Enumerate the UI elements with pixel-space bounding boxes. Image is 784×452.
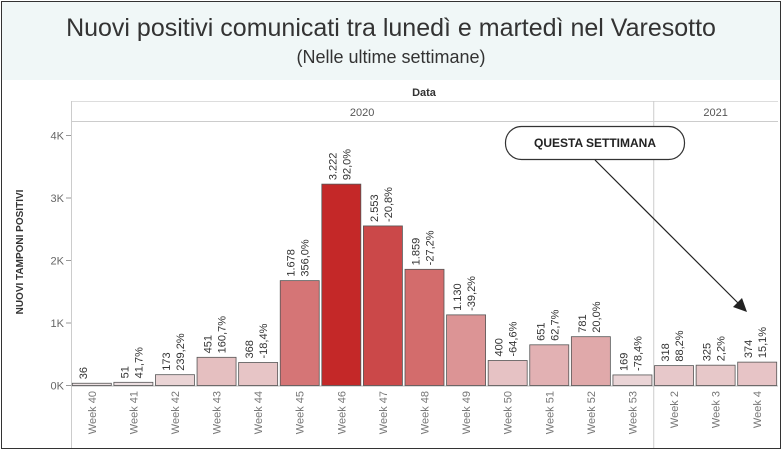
bar [238, 362, 279, 386]
data-label-value: 368 [244, 340, 256, 358]
bar [71, 382, 112, 386]
data-label-value: 1.130 [452, 283, 464, 311]
data-label-percent: 20,0% [591, 301, 603, 332]
x-tick-label: Week 50 [503, 391, 515, 434]
data-label-value: 173 [161, 352, 173, 370]
x-tick-label: Week 48 [420, 391, 432, 434]
data-label-value: 374 [743, 340, 755, 358]
x-tick-label: Week 53 [627, 391, 639, 434]
bar [196, 356, 237, 386]
data-label-value: 36 [78, 367, 90, 379]
bar [404, 268, 445, 386]
data-label-value: 325 [702, 343, 714, 361]
bar [487, 360, 528, 386]
data-label-percent: 41,7% [133, 347, 145, 378]
data-label-percent: 239,2% [175, 333, 187, 371]
x-tick-label: Week 52 [586, 391, 598, 434]
data-label-value: 51 [119, 366, 131, 378]
data-label-value: 1.678 [286, 249, 298, 277]
data-label-value: 781 [577, 314, 589, 332]
y-tick-label: 1K [51, 318, 65, 330]
annotation-label: QUESTA SETTIMANA [534, 136, 656, 150]
annotation-arrow-line [594, 159, 743, 308]
data-label-percent: -18,4% [258, 323, 270, 358]
bar [654, 365, 694, 386]
y-axis-label: NUOVI TAMPONI POSITIVI [15, 189, 26, 314]
bar [363, 225, 403, 386]
data-label-value: 451 [203, 335, 215, 353]
data-label-value: 1.859 [411, 238, 423, 266]
data-label-percent: 2,2% [716, 336, 728, 361]
year-label: 2021 [703, 107, 727, 119]
data-label-value: 651 [535, 322, 547, 340]
data-label-percent: -39,2% [466, 276, 478, 311]
x-tick-label: Week 44 [253, 391, 265, 434]
x-tick-label: Week 46 [336, 391, 348, 434]
data-label-percent: 92,0% [341, 149, 353, 180]
bar [529, 344, 570, 386]
bar [737, 361, 778, 386]
x-tick-label: Week 42 [170, 391, 182, 434]
bar [570, 336, 611, 386]
x-tick-label: Week 49 [461, 391, 473, 434]
bar [695, 364, 736, 386]
x-tick-label: Week 2 [669, 391, 681, 428]
bar [612, 374, 653, 386]
data-label-value: 3.222 [327, 153, 339, 181]
bar [113, 381, 154, 386]
bar [446, 314, 486, 386]
data-label-percent: -27,2% [425, 230, 437, 265]
data-label-percent: -78,4% [632, 336, 644, 371]
data-label-value: 2.553 [369, 194, 381, 222]
data-label-percent: -20,8% [383, 187, 395, 222]
y-tick-label: 4K [51, 131, 65, 143]
annotation-arrow-head [733, 298, 747, 312]
data-label-value: 400 [494, 338, 506, 356]
annotation-box [504, 125, 686, 161]
year-label: 2020 [350, 107, 374, 119]
y-tick-label: 2K [51, 256, 65, 268]
bar [321, 183, 362, 386]
data-label-percent: 62,7% [549, 309, 561, 340]
x-tick-label: Week 4 [752, 391, 764, 428]
data-label-percent: 15,1% [757, 327, 769, 358]
bar [155, 374, 195, 386]
data-label-percent: 88,2% [674, 330, 686, 361]
x-tick-label: Week 43 [212, 391, 224, 434]
column-header: Data [412, 87, 437, 99]
x-tick-label: Week 3 [711, 391, 723, 428]
y-tick-label: 3K [51, 193, 65, 205]
x-tick-label: Week 47 [378, 391, 390, 434]
y-tick-label: 0K [51, 381, 65, 393]
data-label-percent: -64,6% [508, 321, 520, 356]
page-subtitle: (Nelle ultime settimane) [296, 47, 486, 67]
data-label-percent: 160,7% [217, 316, 229, 354]
data-label-percent: 356,0% [300, 239, 312, 277]
header: Nuovi positivi comunicati tra lunedì e m… [2, 2, 780, 80]
x-tick-label: Week 40 [87, 391, 99, 434]
data-label-value: 318 [660, 343, 672, 361]
x-tick-label: Week 45 [295, 391, 307, 434]
x-tick-label: Week 41 [128, 391, 140, 434]
page-title: Nuovi positivi comunicati tra lunedì e m… [66, 14, 716, 42]
bar [279, 280, 320, 386]
x-tick-label: Week 51 [544, 391, 556, 434]
data-label-value: 169 [618, 353, 630, 371]
